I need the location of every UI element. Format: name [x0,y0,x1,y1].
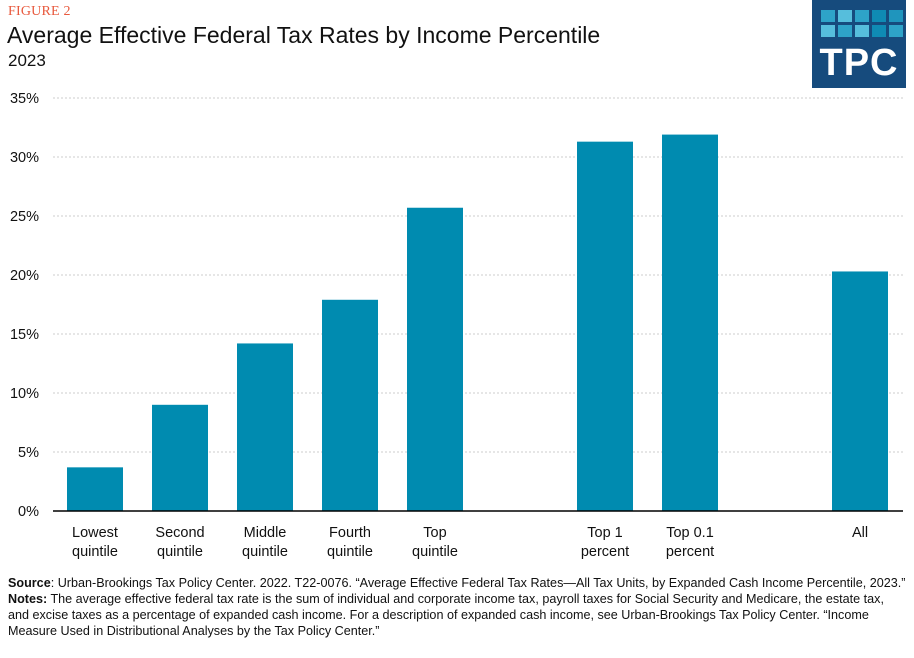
bar [577,141,633,511]
bar [322,299,378,511]
logo-tile [821,10,835,22]
x-tick-label: Fourth quintile [327,525,373,560]
bar [152,404,208,511]
y-tick-label: 30% [10,150,39,166]
logo-tile [889,25,903,37]
notes-text: The average effective federal tax rate i… [8,592,884,638]
y-tick-label: 25% [10,209,39,225]
figure-label: FIGURE 2 [8,4,71,19]
source-note: Source: Urban-Brookings Tax Policy Cente… [8,575,908,591]
x-tick-label: Top quintile [412,525,458,560]
bar [237,343,293,511]
y-tick-label: 5% [18,445,39,461]
source-text: : Urban-Brookings Tax Policy Center. 202… [50,576,906,590]
chart-footer: Source: Urban-Brookings Tax Policy Cente… [8,575,908,639]
x-tick-label: All [852,525,868,541]
logo-tile [838,10,852,22]
x-tick-label: Middle quintile [242,525,288,560]
y-tick-label: 15% [10,327,39,343]
tpc-logo: TPC [812,0,906,88]
bar [832,271,888,511]
y-tick-label: 35% [10,91,39,107]
source-label: Source [8,576,51,590]
logo-text: TPC [819,42,899,84]
x-tick-labels: Lowest quintile Second quintile Middle quinti… [72,525,868,560]
bar [67,467,123,511]
y-tick-label: 20% [10,268,39,284]
logo-tile [838,25,852,37]
logo-tile-grid [821,10,903,37]
bars [67,134,888,511]
chart-title: Average Effective Federal Tax Rates by I… [7,22,601,48]
x-tick-label: Top 0.1 percent [666,525,714,560]
logo-tile [872,10,886,22]
bar [662,134,718,511]
y-tick-label: 10% [10,386,39,402]
chart-subtitle: 2023 [8,51,46,70]
y-grid [53,97,903,453]
x-tick-label: Top 1 percent [581,525,629,560]
logo-tile [855,25,869,37]
y-tick-label: 0% [18,504,39,520]
logo-tile [821,25,835,37]
logo-tile [889,10,903,22]
bar [407,207,463,511]
logo-tile [872,25,886,37]
notes-label: Notes: [8,592,48,606]
logo-tile [855,10,869,22]
notes: Notes: The average effective federal tax… [8,591,908,639]
x-tick-label: Lowest quintile [72,525,118,560]
x-tick-label: Second quintile [155,525,204,560]
y-tick-labels: 0% 5% 10% 15% 20% 25% 30% 35% [10,91,39,520]
bar-chart: 0% 5% 10% 15% 20% 25% 30% 35% Lowest quintile Sec… [10,91,903,560]
